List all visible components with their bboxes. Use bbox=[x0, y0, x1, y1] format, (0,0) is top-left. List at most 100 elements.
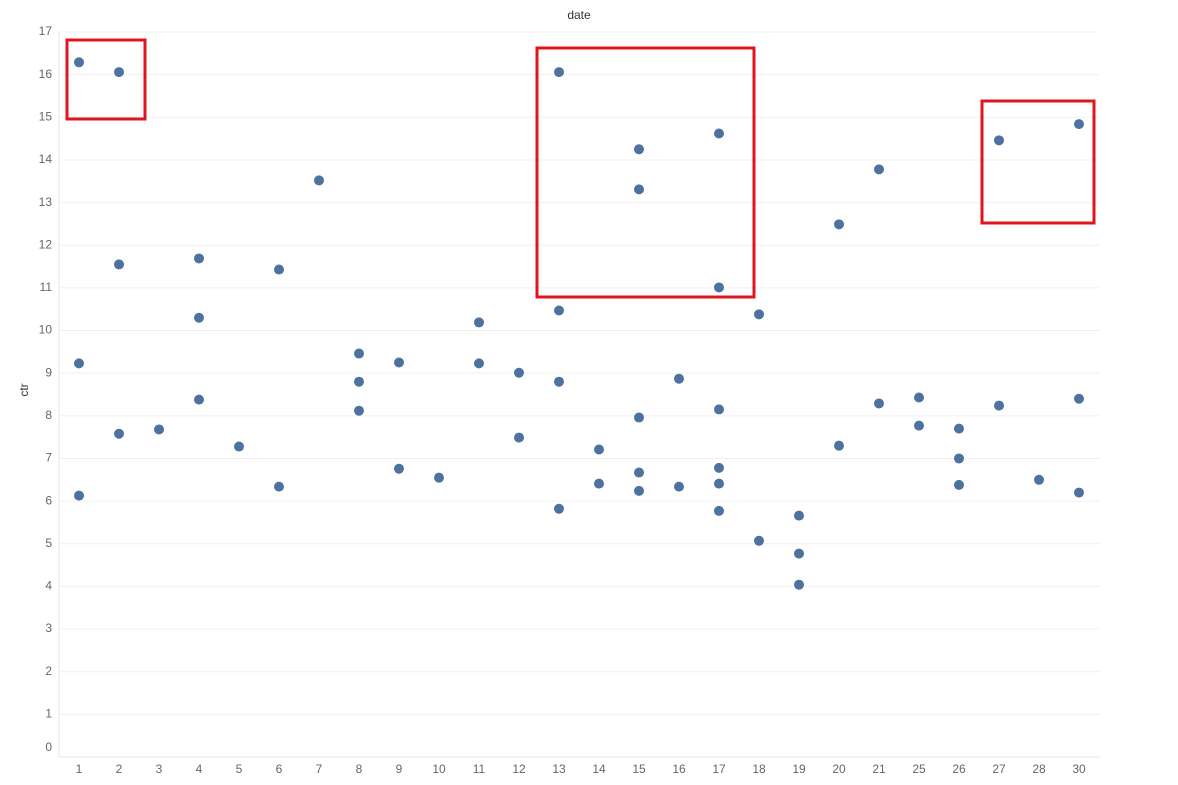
y-tick-label: 0 bbox=[45, 740, 52, 754]
point bbox=[634, 412, 644, 423]
point bbox=[714, 128, 724, 139]
point bbox=[714, 505, 724, 516]
x-tick-label: 30 bbox=[1072, 762, 1086, 776]
x-tick-label: 28 bbox=[1032, 762, 1046, 776]
y-tick-label: 16 bbox=[39, 67, 53, 81]
point bbox=[794, 548, 804, 559]
x-tick-label: 21 bbox=[872, 762, 886, 776]
y-tick-label: 14 bbox=[39, 152, 53, 166]
y-tick-label: 13 bbox=[39, 195, 53, 209]
point bbox=[674, 373, 684, 384]
point bbox=[834, 219, 844, 230]
y-tick-label: 15 bbox=[39, 109, 53, 123]
x-tick-label: 10 bbox=[432, 762, 446, 776]
point bbox=[754, 535, 764, 546]
point bbox=[154, 424, 164, 435]
y-tick-label: 12 bbox=[39, 237, 53, 251]
point bbox=[914, 392, 924, 403]
x-tick-label: 18 bbox=[752, 762, 766, 776]
point bbox=[634, 467, 644, 478]
x-tick-label: 4 bbox=[196, 762, 203, 776]
point bbox=[754, 309, 764, 320]
point bbox=[634, 144, 644, 155]
highlight-box bbox=[65, 38, 147, 121]
x-tick-label: 7 bbox=[316, 762, 323, 776]
point bbox=[194, 394, 204, 405]
chart-title: date bbox=[567, 8, 591, 22]
x-tick-label: 11 bbox=[473, 762, 486, 776]
point bbox=[354, 348, 364, 359]
point bbox=[994, 135, 1004, 146]
y-axis-label: ctr bbox=[17, 383, 31, 396]
y-tick-label: 17 bbox=[39, 24, 53, 38]
point bbox=[1034, 474, 1044, 485]
point bbox=[634, 485, 644, 496]
x-tick-label: 17 bbox=[712, 762, 726, 776]
y-tick-label: 2 bbox=[45, 664, 52, 678]
point bbox=[634, 184, 644, 195]
point bbox=[74, 358, 84, 369]
x-tick-label: 26 bbox=[952, 762, 966, 776]
point bbox=[554, 67, 564, 78]
point bbox=[394, 463, 404, 474]
point bbox=[554, 305, 564, 316]
point bbox=[714, 404, 724, 415]
point bbox=[714, 282, 724, 293]
point bbox=[554, 376, 564, 387]
point bbox=[474, 317, 484, 328]
point bbox=[74, 57, 84, 68]
x-tick-label: 12 bbox=[512, 762, 526, 776]
y-tick-label: 7 bbox=[45, 451, 52, 465]
x-tick-label: 20 bbox=[832, 762, 846, 776]
x-tick-label: 3 bbox=[156, 762, 163, 776]
point bbox=[194, 253, 204, 264]
point bbox=[514, 367, 524, 378]
point bbox=[474, 358, 484, 369]
x-tick-label: 6 bbox=[276, 762, 283, 776]
x-tick-label: 9 bbox=[396, 762, 403, 776]
point bbox=[74, 490, 84, 501]
y-tick-label: 9 bbox=[45, 365, 52, 379]
highlight-box bbox=[535, 46, 756, 299]
point bbox=[354, 405, 364, 416]
point bbox=[674, 481, 684, 492]
point bbox=[434, 472, 444, 483]
point bbox=[794, 579, 804, 590]
point bbox=[874, 398, 884, 409]
x-tick-label: 14 bbox=[592, 762, 606, 776]
point bbox=[794, 510, 804, 521]
x-tick-label: 8 bbox=[356, 762, 363, 776]
point bbox=[914, 420, 924, 431]
point bbox=[274, 264, 284, 275]
y-tick-label: 10 bbox=[39, 323, 53, 337]
x-tick-label: 13 bbox=[552, 762, 566, 776]
point bbox=[834, 440, 844, 451]
point bbox=[514, 432, 524, 443]
point bbox=[1074, 487, 1084, 498]
x-tick-label: 25 bbox=[912, 762, 926, 776]
x-tick-label: 15 bbox=[632, 762, 646, 776]
point bbox=[194, 312, 204, 323]
point bbox=[594, 444, 604, 455]
point bbox=[554, 503, 564, 514]
point bbox=[394, 357, 404, 368]
point bbox=[954, 479, 964, 490]
point bbox=[114, 428, 124, 439]
point bbox=[274, 481, 284, 492]
x-tick-label: 5 bbox=[236, 762, 243, 776]
point bbox=[874, 164, 884, 175]
y-tick-label: 4 bbox=[45, 579, 52, 593]
x-tick-label: 16 bbox=[672, 762, 686, 776]
x-tick-label: 27 bbox=[992, 762, 1006, 776]
point bbox=[354, 376, 364, 387]
point bbox=[994, 400, 1004, 411]
point bbox=[714, 462, 724, 473]
point bbox=[234, 441, 244, 452]
x-tick-label: 19 bbox=[792, 762, 806, 776]
point bbox=[954, 423, 964, 434]
point bbox=[1074, 393, 1084, 404]
point bbox=[314, 175, 324, 186]
point bbox=[114, 67, 124, 78]
point bbox=[114, 259, 124, 270]
